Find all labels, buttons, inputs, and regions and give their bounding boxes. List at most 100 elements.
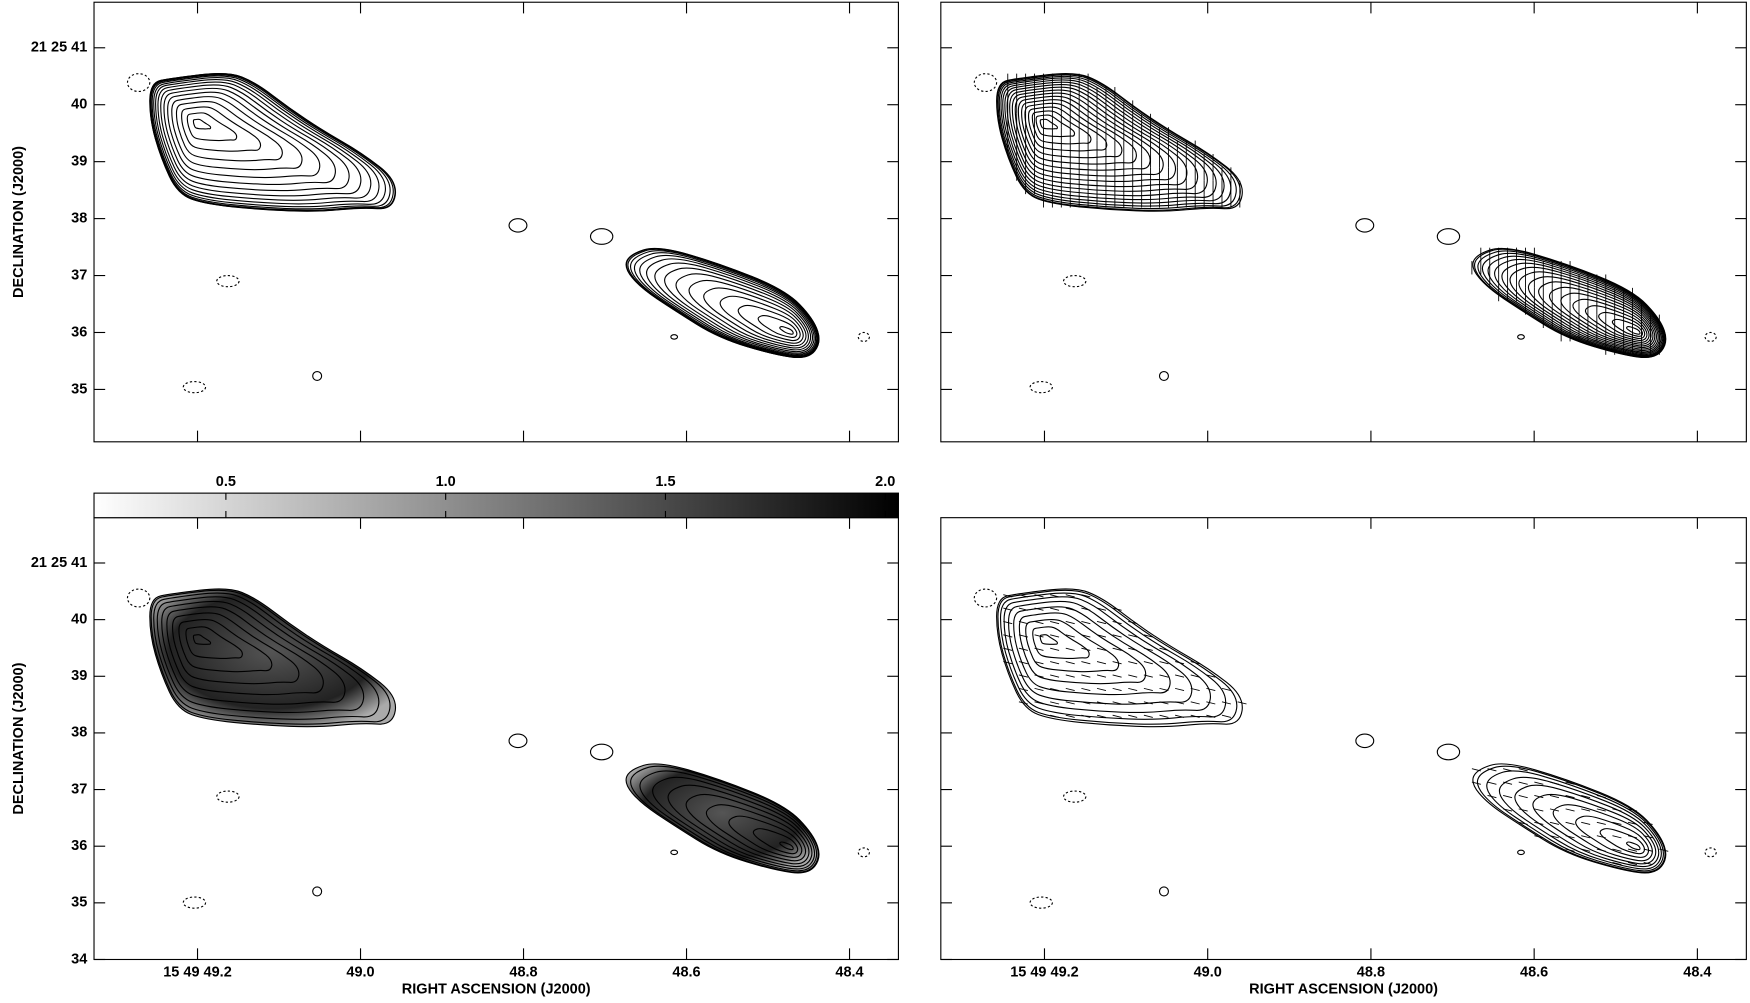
polarization-vector (1050, 647, 1060, 651)
polarization-vector (1081, 594, 1091, 598)
y-tick-label: 40 (71, 97, 87, 113)
polarization-vector (1003, 607, 1013, 611)
small-contour (508, 733, 528, 749)
plot-frame (940, 517, 1747, 961)
contour (728, 815, 803, 858)
x-tick-label: 49.0 (346, 965, 374, 981)
polarization-vector (1581, 808, 1591, 812)
polarization-vector (1627, 808, 1638, 812)
polarization-vector (1565, 808, 1575, 812)
contour (1486, 770, 1664, 872)
contour (779, 326, 794, 335)
polarization-vector (1112, 621, 1122, 625)
polarization-vector (1471, 781, 1481, 785)
small-contour (1355, 733, 1375, 749)
small-contour (1436, 743, 1461, 761)
contour-map (126, 588, 870, 909)
polarization-vector (1128, 701, 1138, 705)
polarization-vector (1112, 687, 1122, 692)
contour (172, 612, 300, 685)
polarization-vector (1518, 821, 1528, 825)
polarization-vector (1050, 674, 1060, 678)
intensity-image (626, 763, 819, 873)
polarization-vector (1643, 848, 1653, 852)
contour (149, 588, 397, 728)
polarization-vector (1565, 781, 1575, 785)
contour (688, 279, 809, 349)
small-contour (1158, 370, 1169, 382)
panel (940, 1, 1747, 443)
contour (639, 254, 818, 356)
polarization-vector (1050, 607, 1060, 611)
contour (996, 588, 1243, 728)
polarization-vector (1596, 808, 1606, 812)
contour (1003, 596, 1212, 714)
small-contour (857, 331, 870, 342)
polarization-vector (1096, 674, 1107, 678)
contour (639, 770, 818, 872)
contour (1004, 81, 1208, 197)
polarization-vector (1221, 701, 1232, 705)
contour (161, 600, 346, 705)
polarization-vector (1565, 795, 1575, 799)
contour (1017, 95, 1151, 171)
contour (1007, 600, 1193, 705)
panel: 15 49 49.2 49.0 48.8 48.6 48.4 RIGHT ASCENSIO… (940, 517, 1747, 997)
polarization-vector (1503, 781, 1513, 785)
small-contour (182, 896, 207, 909)
polarization-vector (1518, 768, 1528, 772)
polarization-vector (1050, 714, 1060, 718)
y-tick-label: 39 (71, 153, 87, 169)
polarization-vector (1081, 714, 1091, 718)
contour (153, 592, 380, 720)
polarization-vector (1159, 674, 1169, 678)
polarization-vector (1206, 687, 1216, 692)
polarization-vector (1018, 634, 1028, 638)
polarization-vector (1518, 781, 1528, 785)
polarization-vector (1050, 661, 1060, 665)
contour (667, 784, 813, 868)
contour-map (126, 72, 870, 394)
polarization-vector (1565, 835, 1575, 839)
polarization-vector (1050, 621, 1060, 625)
polarization-vector (1065, 621, 1075, 625)
x-tick-label: 48.6 (1520, 965, 1548, 981)
small-contour (1704, 847, 1717, 858)
polarization-vector (1549, 795, 1560, 799)
polarization-vector (1518, 795, 1528, 799)
contour (757, 314, 798, 339)
contour (149, 73, 394, 211)
contour (153, 77, 380, 205)
polarization-vector (1549, 781, 1560, 785)
contour (1494, 258, 1663, 355)
polarization-vector (1034, 634, 1044, 638)
y-tick-label: 36 (71, 324, 87, 340)
x-tick-label: 48.8 (509, 965, 537, 981)
polarization-vector (1159, 714, 1169, 718)
polarization-vector (1143, 674, 1153, 678)
polarization-vector (1065, 714, 1075, 718)
polarization-vector (1487, 795, 1497, 799)
contour (1626, 326, 1641, 335)
contour (163, 87, 336, 186)
contour (171, 96, 303, 171)
contour (633, 252, 819, 357)
x-tick-label: 15 49 49.2 (163, 965, 232, 981)
contour (1532, 793, 1657, 865)
y-tick-label: 37 (71, 781, 87, 797)
small-contour (670, 849, 679, 856)
polarization-vector (1190, 701, 1200, 705)
polarization-vector (1143, 634, 1153, 638)
polarization-vector (1643, 835, 1653, 839)
polarization-vector (1143, 714, 1153, 718)
small-contour (1704, 331, 1717, 342)
contour (151, 75, 387, 208)
small-contour (1355, 218, 1375, 233)
polarization-vector (1549, 835, 1560, 839)
small-contour (1062, 275, 1087, 288)
polarization-vector (1081, 674, 1091, 678)
polarization-vector (1081, 607, 1091, 611)
contour (1572, 298, 1650, 343)
polarization-vector (1627, 821, 1638, 825)
